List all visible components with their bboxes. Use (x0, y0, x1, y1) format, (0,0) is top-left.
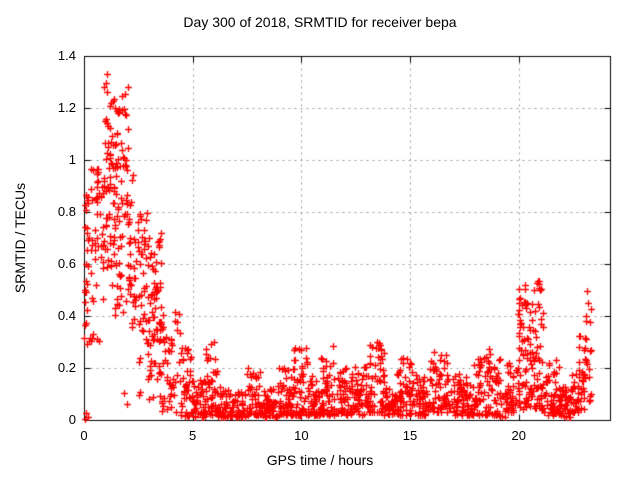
x-tick-label: 5 (189, 428, 197, 443)
y-tick-label: 0.6 (57, 256, 76, 271)
y-tick-label: 0 (68, 412, 76, 427)
y-tick-label: 0.8 (57, 204, 76, 219)
x-tick-label: 20 (511, 428, 526, 443)
y-tick-label: 1.2 (57, 100, 76, 115)
x-axis-label: GPS time / hours (266, 452, 374, 468)
x-tick-label: 15 (402, 428, 418, 443)
y-tick-label: 1.4 (57, 48, 76, 63)
x-tick-label: 0 (80, 428, 88, 443)
x-tick-label: 10 (294, 428, 309, 443)
y-tick-label: 0.2 (57, 360, 76, 375)
y-tick-label: 1 (68, 152, 76, 167)
y-tick-label: 0.4 (57, 308, 76, 323)
